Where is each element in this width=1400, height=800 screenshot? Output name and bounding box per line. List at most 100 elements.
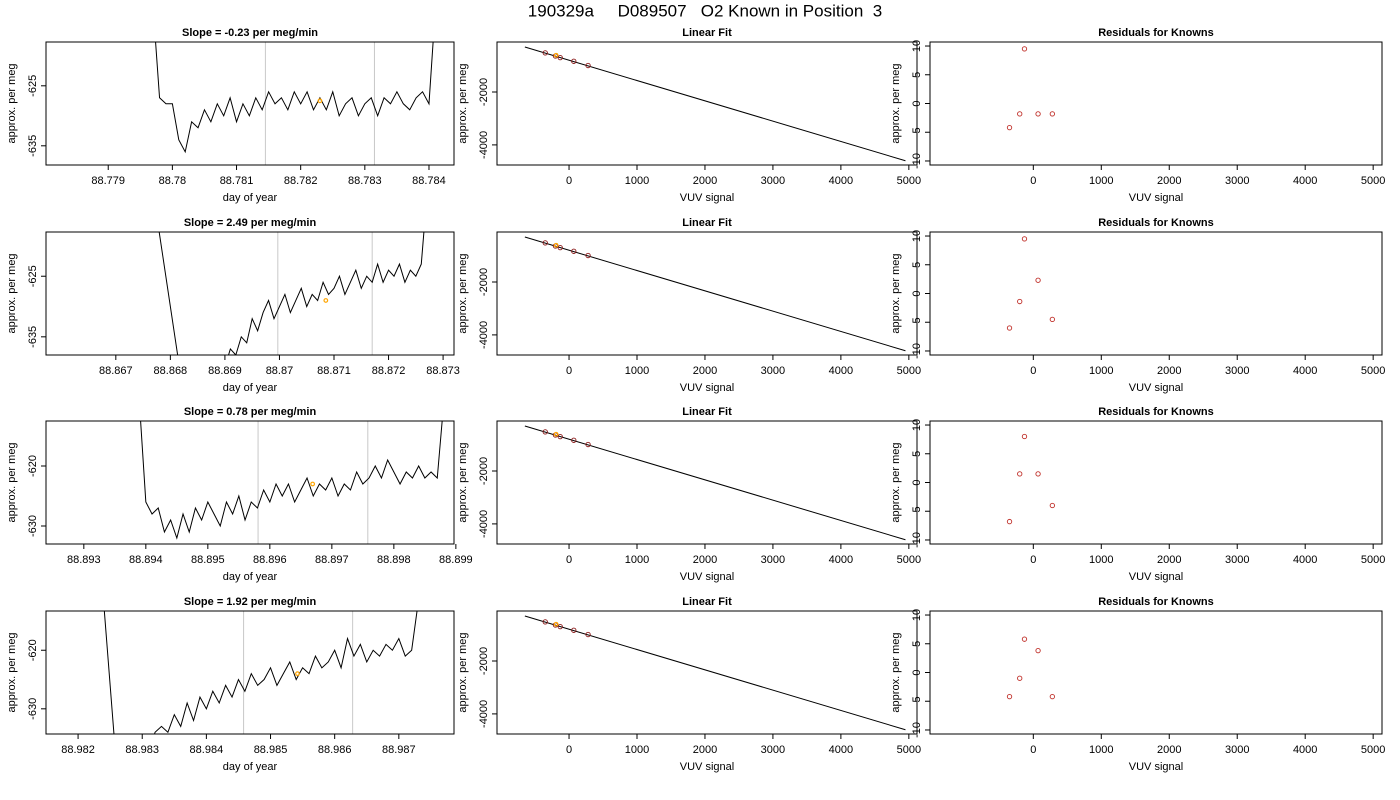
point (1049, 316, 1055, 323)
panel-title: Linear Fit (682, 217, 732, 229)
plot-box (45, 420, 455, 545)
y-tick-label: 0 (911, 669, 923, 675)
highlight-point (295, 671, 300, 677)
x-axis-label: VUV signal (1129, 571, 1183, 583)
y-tick-label: -4000 (478, 510, 490, 538)
point (585, 631, 591, 638)
plot-area (524, 236, 906, 352)
x-tick-label: 88.894 (129, 554, 163, 566)
y-axis-label: approx. per meg (6, 442, 18, 522)
y-axis-label: approx. per meg (890, 253, 902, 333)
x-tick-label: 3000 (1225, 744, 1249, 756)
plot-box (496, 610, 918, 735)
y-tick-label: -635 (27, 326, 39, 348)
x-axis-label: VUV signal (1129, 382, 1183, 394)
y-tick-label: -635 (27, 135, 39, 157)
y-tick-label: -5 (911, 696, 923, 706)
y-axis-label: approx. per meg (890, 63, 902, 143)
point (1006, 693, 1013, 700)
highlight-point (553, 621, 559, 627)
point (1035, 111, 1041, 117)
x-tick-label: 2000 (693, 175, 717, 187)
y-axis-label: approx. per meg (457, 63, 469, 143)
x-tick-label: 88.898 (377, 554, 411, 566)
x-tick-label: 2000 (1157, 365, 1181, 377)
x-tick-label: 88.78 (159, 175, 187, 187)
point (542, 429, 548, 435)
y-tick-label: -625 (27, 75, 39, 97)
x-tick-label: 4000 (1293, 744, 1317, 756)
x-tick-label: 5000 (1361, 365, 1385, 377)
plot-area (524, 46, 906, 162)
plot-area (524, 425, 906, 541)
x-tick-label: 1000 (625, 554, 649, 566)
point (557, 433, 563, 440)
panel-title: Residuals for Knowns (1098, 217, 1214, 229)
y-tick-label: -620 (27, 455, 39, 477)
x-tick-label: 0 (566, 175, 572, 187)
x-axis-label: day of year (223, 192, 278, 204)
plot-area (1006, 46, 1055, 131)
point (571, 437, 577, 443)
x-tick-label: 4000 (829, 365, 853, 377)
x-tick-label: 88.897 (315, 554, 349, 566)
panel: Linear Fit 0 1000 2000 3000 4000 5000 -2000 -400… (457, 406, 921, 583)
y-tick-label: 5 (911, 641, 923, 647)
x-tick-label: 88.895 (191, 554, 225, 566)
panel-title: Residuals for Knowns (1098, 27, 1214, 39)
x-tick-label: 88.873 (426, 365, 460, 377)
x-axis-label: VUV signal (1129, 192, 1183, 204)
plot-box (45, 231, 455, 356)
plot-box (929, 41, 1383, 166)
panel: Residuals for Knowns 0 1000 2000 3000 4000 500… (890, 406, 1385, 583)
point (1017, 298, 1023, 305)
x-tick-label: 1000 (1089, 175, 1113, 187)
data-line (158, 232, 425, 355)
plot-box (929, 420, 1383, 545)
x-tick-label: 88.779 (91, 175, 125, 187)
point (1021, 46, 1028, 52)
fit-line (524, 615, 906, 731)
point (1017, 111, 1023, 117)
x-axis-label: VUV signal (1129, 761, 1183, 773)
y-tick-label: -620 (27, 639, 39, 661)
panel-title: Linear Fit (682, 406, 732, 418)
y-tick-label: 0 (911, 290, 923, 296)
x-tick-label: 4000 (1293, 554, 1317, 566)
panel-title: Slope = 0.78 per meg/min (184, 406, 317, 418)
x-tick-label: 88.985 (254, 744, 288, 756)
figure-title: 190329a D089507 O2 Known in Position 3 (528, 1, 882, 20)
x-tick-label: 88.896 (253, 554, 287, 566)
x-tick-label: 2000 (693, 365, 717, 377)
y-tick-label: -2000 (478, 268, 490, 296)
fit-line (524, 46, 906, 162)
data-line (140, 421, 443, 540)
plot-box (496, 420, 918, 545)
x-tick-label: 0 (1030, 365, 1036, 377)
y-axis-label: approx. per meg (457, 253, 469, 333)
point (1017, 471, 1023, 477)
panel: Linear Fit 0 1000 2000 3000 4000 5000 -2000 -400… (457, 27, 921, 204)
plot-area (1006, 433, 1055, 525)
plot-box (496, 41, 918, 166)
point (1049, 693, 1055, 700)
x-axis-label: VUV signal (680, 571, 734, 583)
x-tick-label: 2000 (693, 744, 717, 756)
x-tick-label: 88.781 (220, 175, 254, 187)
y-axis-label: approx. per meg (890, 632, 902, 712)
panel-title: Linear Fit (682, 596, 732, 608)
x-tick-label: 4000 (829, 175, 853, 187)
point (1021, 636, 1028, 642)
plot-box (929, 610, 1383, 735)
y-tick-label: 0 (911, 479, 923, 485)
x-tick-label: 4000 (829, 744, 853, 756)
point (1049, 111, 1055, 117)
plot-area (158, 232, 425, 355)
point (571, 627, 577, 633)
x-axis-label: day of year (223, 761, 278, 773)
highlight-point (317, 98, 323, 104)
y-tick-label: -10 (911, 722, 923, 738)
panel-title: Slope = 2.49 per meg/min (184, 217, 317, 229)
x-tick-label: 88.871 (317, 365, 351, 377)
